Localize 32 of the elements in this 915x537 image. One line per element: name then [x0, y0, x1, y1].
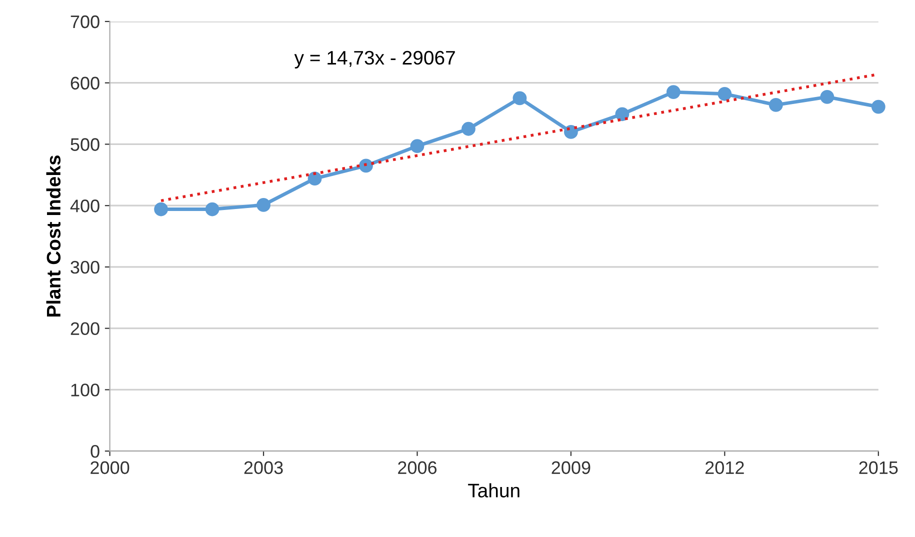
y-tick-label: 100 — [71, 384, 100, 396]
point — [564, 125, 578, 139]
point — [205, 202, 220, 216]
point — [359, 158, 373, 173]
point — [718, 86, 732, 101]
point — [410, 139, 424, 154]
x-tick-label: 2006 — [398, 461, 437, 474]
point — [308, 172, 322, 186]
x-tick-label: 2009 — [552, 461, 590, 474]
y-tick-label: 300 — [70, 260, 100, 274]
annotation: y = 14,73x - 29067 — [294, 50, 455, 68]
y-tick-label: 500 — [70, 138, 100, 151]
x-tick-label: 2003 — [244, 461, 283, 474]
point — [820, 90, 834, 104]
y-tick-label: 400 — [70, 200, 100, 212]
point — [615, 107, 630, 122]
x-tick-label: 2000 — [90, 461, 130, 474]
x-tick-label: 2012 — [706, 461, 744, 474]
y-axis-title: Plant Cost Indeks — [46, 155, 61, 317]
point — [768, 98, 783, 112]
y-tick-label: 700 — [70, 15, 100, 28]
point — [512, 91, 527, 106]
point — [666, 85, 680, 99]
point — [871, 100, 886, 114]
x-tick-label: 2015 — [859, 461, 898, 474]
y-tick-label: 0 — [90, 445, 100, 458]
y-tick-label: 600 — [70, 76, 100, 90]
point — [154, 202, 168, 216]
point — [462, 122, 476, 136]
point — [256, 198, 270, 212]
x-axis-title: Tahun — [468, 483, 520, 498]
y-tick-label: 200 — [70, 322, 100, 336]
